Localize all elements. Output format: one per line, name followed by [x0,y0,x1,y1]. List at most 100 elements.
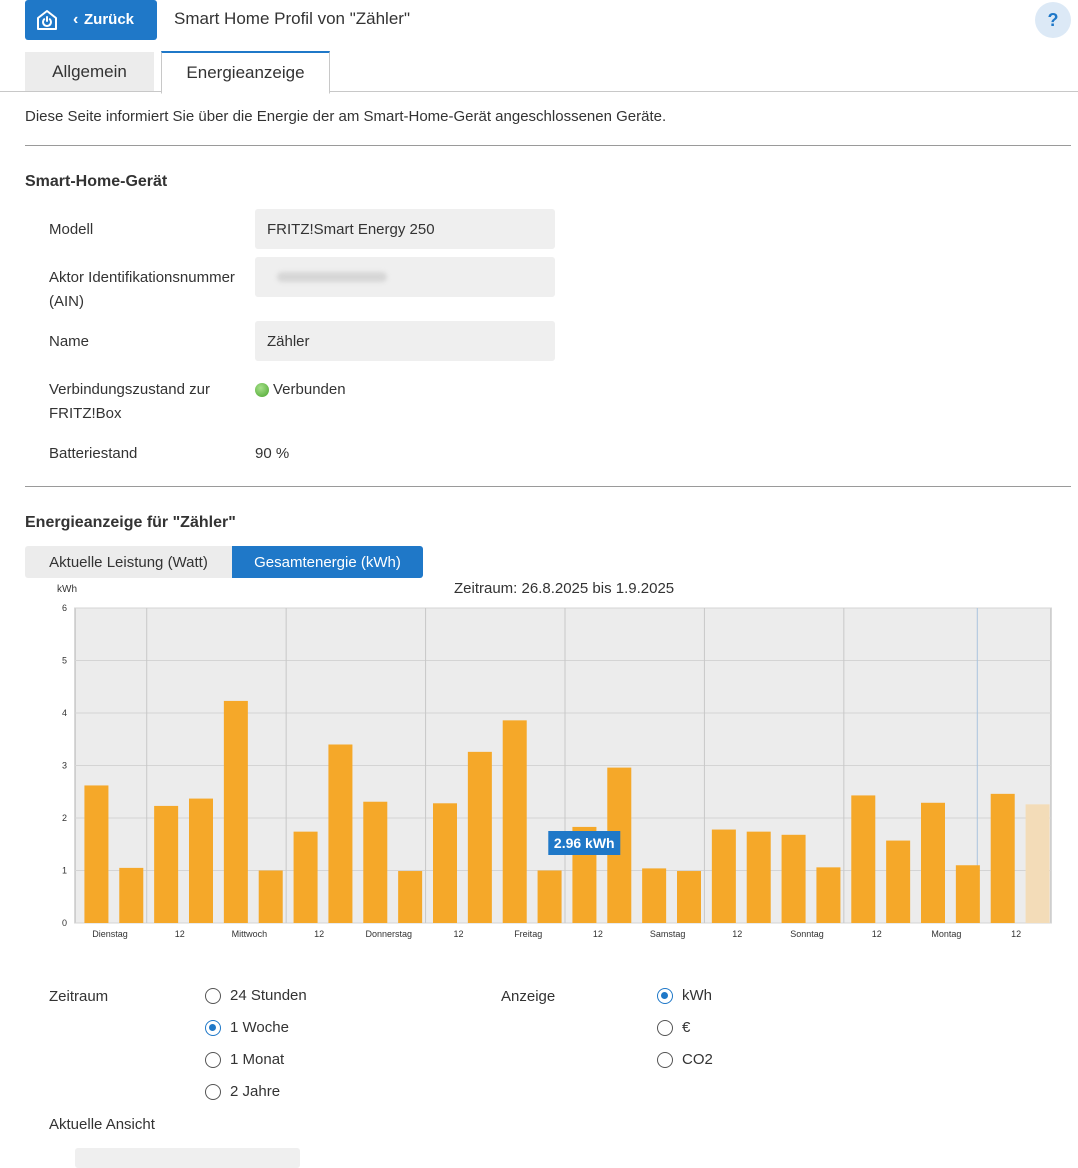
name-field: Zähler [255,321,555,361]
radio-1-woche[interactable]: 1 Woche [205,1019,289,1036]
y-tick-label: 5 [62,656,67,666]
ain-value-redacted [277,272,387,282]
bar [154,805,179,923]
battery-label: Batteriestand [49,445,138,462]
bar-tooltip-label: 2.96 kWh [554,835,615,851]
tab-allgemein[interactable]: Allgemein [25,52,154,91]
radio-co2[interactable]: CO2 [657,1051,713,1068]
chart-period-text: Zeitraum: 26.8.2025 bis 1.9.2025 [454,580,675,597]
bar [781,834,806,923]
bar [677,871,701,923]
divider [25,486,1071,487]
energy-chart: 0 1 2 3 4 5 6 Dienstag 12 Mittwoch 12 Donnerstag 12 F… [0,580,1078,950]
toggle-gesamtenergie[interactable]: Gesamtenergie (kWh) [232,546,423,578]
divider [25,145,1071,146]
home-power-icon [37,10,57,30]
connection-label-line1: Verbindungszustand zur [49,381,210,398]
bar [189,798,213,923]
aktuelle-ansicht-select[interactable] [75,1148,300,1168]
modell-field: FRITZ!Smart Energy 250 [255,209,555,249]
radio-label: 1 Monat [230,1051,285,1068]
name-label: Name [49,333,90,350]
connection-status: Verbunden [255,381,346,398]
tabs-divider [0,91,1078,92]
x-tick-label: 12 [732,929,742,939]
bar [955,865,980,923]
radio-button[interactable] [205,987,221,1004]
page-title: Smart Home Profil von "Zähler" [174,9,410,28]
x-tick-label: 12 [593,929,603,939]
bar-tooltip [548,831,621,855]
radio-label: CO2 [682,1051,713,1068]
radio-euro[interactable]: € [657,1019,690,1036]
bar [990,793,1015,923]
device-section-title: Smart-Home-Gerät [25,173,168,190]
y-tick-label: 4 [62,708,67,718]
back-button[interactable]: ‹ Zurück [25,0,157,40]
radio-1-monat[interactable]: 1 Monat [205,1051,284,1068]
bar [502,720,527,923]
ain-label-line1: Aktor Identifikationsnummer [49,269,235,286]
chevron-left-icon: ‹ [73,11,79,28]
modell-value: FRITZ!Smart Energy 250 [267,220,435,238]
radio-kwh[interactable]: kWh [657,987,712,1004]
x-tick-label: 12 [1011,929,1021,939]
bar [851,795,876,923]
y-tick-label: 1 [62,866,67,876]
bar [433,803,457,923]
bar [363,801,388,923]
radio-button[interactable] [205,1083,221,1100]
radio-button[interactable] [657,987,673,1004]
x-tick-label: 12 [314,929,324,939]
x-tick-label: 12 [453,929,463,939]
bar [711,829,736,923]
help-button[interactable]: ? [1035,2,1071,38]
bar [223,700,248,923]
radio-button[interactable] [205,1019,221,1036]
y-axis-label: kWh [57,584,77,595]
bar [746,831,771,923]
bar [642,868,667,923]
bar [1025,804,1050,923]
energy-section-title: Energieanzeige für "Zähler" [25,514,236,531]
bar [258,870,283,923]
x-tick-label: Montag [931,929,961,939]
intro-text: Diese Seite informiert Sie über die Ener… [25,108,667,125]
bar [398,871,423,923]
x-tick-label: Sonntag [790,929,824,939]
back-button-label: Zurück [84,11,135,28]
bar [293,831,318,923]
name-value: Zähler [267,332,310,350]
ain-field [255,257,555,297]
connection-value: Verbunden [273,381,346,398]
bar [886,840,911,923]
connection-label-line2: FRITZ!Box [49,405,122,422]
bar [467,751,492,923]
radio-button[interactable] [657,1019,673,1036]
battery-value: 90 % [255,445,290,462]
radio-label: 1 Woche [230,1019,289,1036]
bar [921,802,945,923]
aktuelle-ansicht-label: Aktuelle Ansicht [49,1116,155,1133]
x-tick-label: Mittwoch [232,929,268,939]
y-tick-label: 0 [62,918,67,928]
y-tick-label: 3 [62,761,67,771]
modell-label: Modell [49,221,94,238]
tab-energieanzeige[interactable]: Energieanzeige [161,51,330,94]
energy-mode-toggle: Aktuelle Leistung (Watt) Gesamtenergie (… [25,546,423,578]
toggle-leistung[interactable]: Aktuelle Leistung (Watt) [25,546,232,578]
x-tick-label: 12 [872,929,882,939]
x-tick-label: Donnerstag [366,929,413,939]
radio-2-jahre[interactable]: 2 Jahre [205,1083,280,1100]
radio-button[interactable] [657,1051,673,1068]
bar [119,867,144,923]
y-tick-label: 2 [62,813,67,823]
y-tick-label: 6 [62,603,67,613]
radio-button[interactable] [205,1051,221,1068]
bar [328,744,353,923]
bar [537,870,562,923]
radio-label: kWh [682,987,712,1004]
radio-24-stunden[interactable]: 24 Stunden [205,987,307,1004]
radio-label: € [682,1019,691,1036]
